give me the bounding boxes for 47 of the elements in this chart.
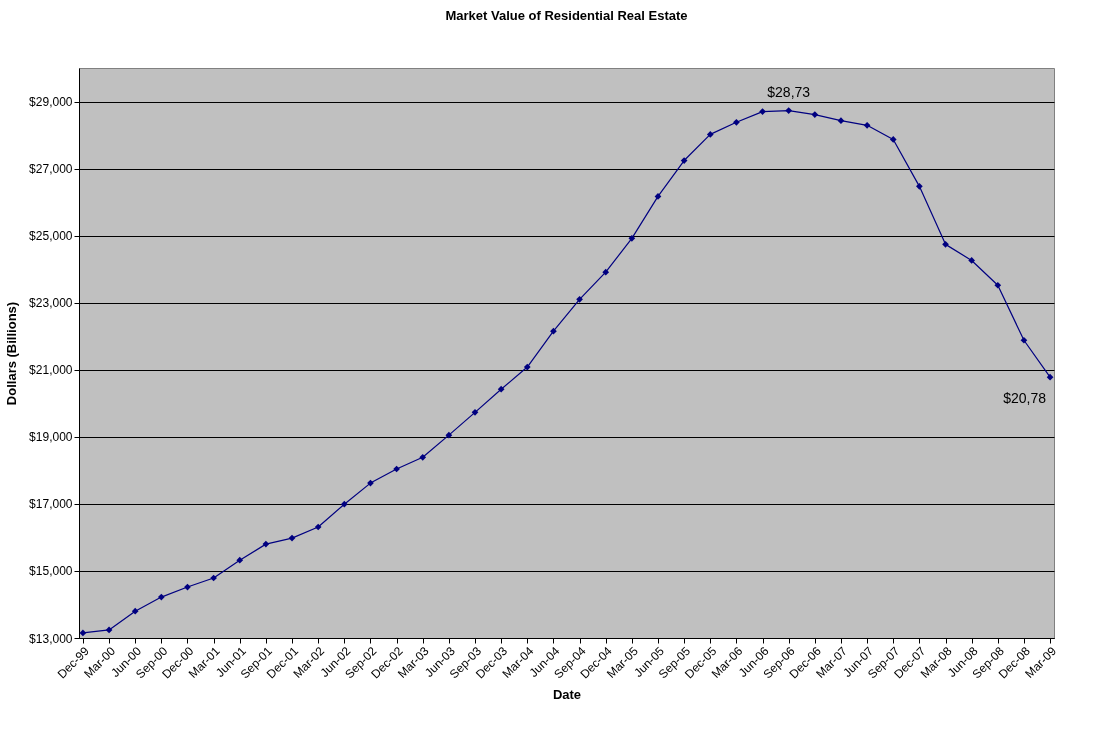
point	[994, 281, 1002, 289]
annotation: $20,78	[1003, 390, 1047, 407]
y-tick-label: $19,000	[29, 430, 73, 445]
point	[602, 268, 610, 276]
y-tick-label: $29,000	[29, 95, 73, 110]
point	[863, 121, 871, 129]
point	[445, 431, 453, 439]
y-tick-label: $25,000	[29, 229, 73, 244]
point	[811, 111, 819, 118]
point	[785, 107, 793, 114]
y-tick-label: $23,000	[29, 296, 73, 311]
y-tick-label: $17,000	[29, 497, 73, 512]
point	[1020, 336, 1028, 344]
point	[680, 157, 688, 164]
y-tick-label: $27,000	[29, 162, 73, 177]
point	[576, 296, 583, 303]
point	[523, 363, 531, 371]
chart-title: Market Value of Residential Real Estate	[445, 8, 688, 23]
point	[262, 540, 270, 548]
y-tick-label: $15,000	[29, 564, 73, 579]
point	[837, 117, 845, 124]
point	[340, 500, 348, 508]
point	[419, 453, 427, 461]
point	[1046, 373, 1054, 381]
point	[628, 234, 636, 242]
point	[550, 327, 557, 335]
point	[916, 183, 923, 190]
annotation: $28,73	[767, 83, 811, 100]
point	[497, 385, 505, 393]
point	[706, 131, 714, 138]
point	[889, 136, 897, 143]
point	[236, 556, 244, 564]
y-tick-label: $21,000	[29, 363, 73, 378]
point	[968, 257, 976, 264]
point	[942, 241, 949, 248]
point	[733, 118, 740, 126]
point	[288, 534, 296, 542]
y-axis-title: Dollars (Billions)	[4, 301, 20, 406]
point	[471, 408, 479, 416]
point	[105, 626, 113, 634]
point	[314, 523, 322, 531]
point	[131, 607, 139, 615]
point	[759, 108, 766, 115]
y-tick-label: $13,000	[29, 631, 73, 646]
point	[79, 629, 87, 637]
x-axis-title: Date	[552, 686, 582, 702]
point	[157, 593, 165, 601]
